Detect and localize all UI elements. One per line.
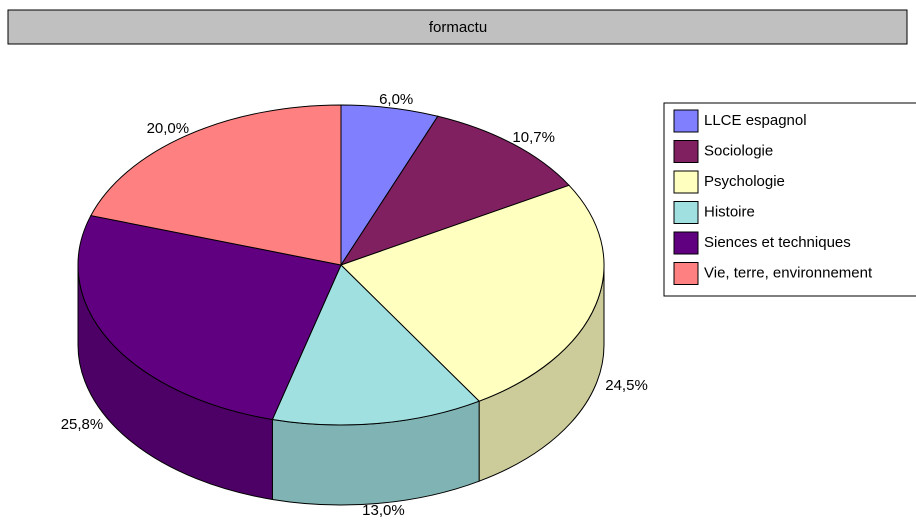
legend-label: Histoire — [704, 203, 755, 220]
data-label: 25,8% — [61, 416, 104, 433]
legend-label: Sociologie — [704, 142, 773, 159]
pie-slice — [339, 115, 570, 266]
pie-slice — [340, 184, 605, 402]
legend-label: Siences et techniques — [704, 234, 851, 251]
chart-title: formactu — [429, 19, 487, 36]
legend-swatch — [673, 262, 699, 285]
legend-swatch — [673, 201, 699, 224]
legend-swatch — [673, 109, 699, 133]
legend-label: LLCE espagnol — [704, 112, 807, 129]
title-bar — [7, 9, 908, 45]
data-label: 24,5% — [605, 377, 648, 394]
legend-label: Vie, terre, environnement — [704, 264, 873, 281]
data-label: 6,0% — [379, 91, 413, 108]
data-label: 20,0% — [147, 120, 190, 137]
legend-box — [663, 102, 916, 297]
legend-swatch — [673, 140, 699, 163]
pie-slice — [90, 104, 342, 266]
legend-label: Psychologie — [704, 173, 785, 190]
pie-slice — [77, 214, 342, 421]
legend-swatch — [673, 170, 699, 194]
data-label: 13,0% — [362, 502, 405, 519]
pie-slice — [271, 264, 481, 426]
data-label: 10,7% — [512, 129, 555, 146]
legend-swatch — [673, 231, 699, 255]
